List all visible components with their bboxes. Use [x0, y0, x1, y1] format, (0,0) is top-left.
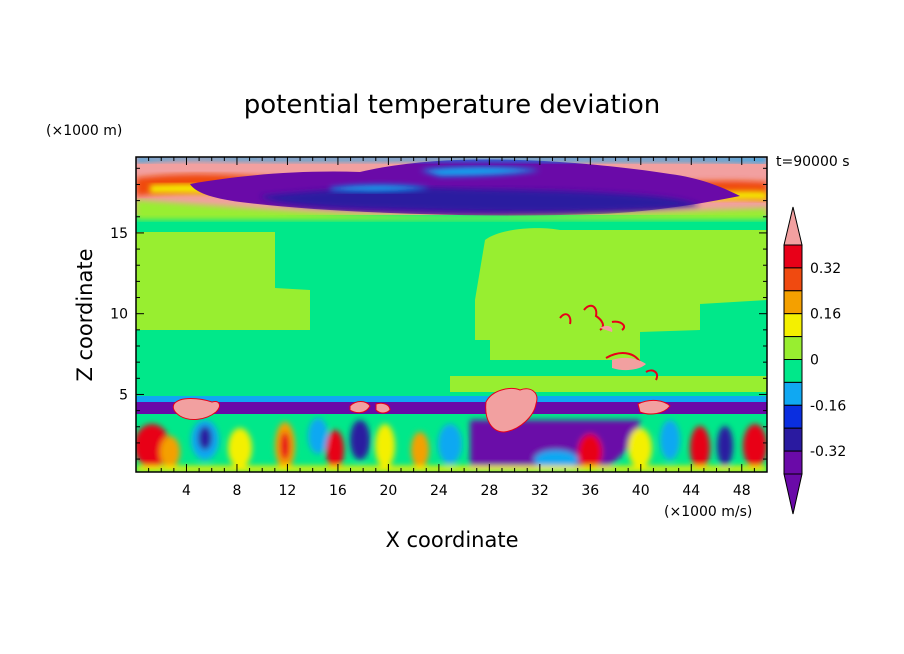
colorbar-swatch — [783, 359, 803, 383]
lower-cell-red-5 — [690, 426, 710, 470]
lower-cell-orange-3 — [411, 432, 429, 468]
colorbar-swatch — [783, 267, 803, 292]
colorbar-label: 0.16 — [810, 307, 841, 323]
lower-cell-red-2 — [280, 432, 290, 460]
y-axis-unit: (×1000 m) — [46, 123, 122, 139]
x-tick-label: 48 — [733, 483, 751, 499]
mid-green-lower — [450, 376, 767, 392]
y-tick-label: 15 — [110, 226, 128, 242]
lower-cell-navy-3 — [717, 426, 733, 466]
y-tick-label: 5 — [119, 387, 128, 403]
colorbar-extend-top — [783, 206, 803, 246]
inversion-purple — [136, 402, 767, 414]
x-axis: 4 8 12 16 20 24 28 32 36 40 44 48 — [148, 157, 755, 499]
colorbar-swatch — [783, 404, 803, 429]
lower-cell-yellow-2 — [375, 424, 395, 468]
colorbar-swatch — [783, 450, 803, 475]
mid-green-right — [475, 228, 767, 360]
lower-cell-blue-2 — [308, 418, 328, 454]
lower-cell-red-6 — [743, 424, 767, 468]
y-axis-title: Z coordinate — [73, 248, 97, 381]
thermal-pink-3 — [637, 399, 671, 415]
lower-cell-blue-5 — [660, 420, 680, 460]
mid-green-left — [136, 232, 310, 330]
colorbar-label: -0.32 — [810, 444, 846, 460]
lower-cell-navy-2 — [350, 420, 370, 460]
upper-band-navy — [260, 187, 700, 212]
upper-band-blue-streaks — [330, 167, 540, 192]
plot-area — [135, 156, 768, 473]
colorbar-swatch — [783, 336, 803, 361]
x-tick-label: 36 — [581, 483, 599, 499]
thermal-pink-4 — [349, 401, 391, 414]
x-tick-label: 20 — [379, 483, 397, 499]
colorbar-label: 0.32 — [810, 261, 841, 277]
x-tick-label: 4 — [182, 483, 191, 499]
mid-pink-specks — [600, 325, 646, 371]
colorbar-swatch — [783, 313, 803, 338]
x-tick-label: 16 — [329, 483, 347, 499]
lower-cell-blue-3 — [438, 424, 462, 464]
colorbar-label: -0.16 — [810, 398, 846, 414]
lower-cell-navy-1 — [198, 426, 212, 450]
y-tick-label: 10 — [110, 307, 128, 323]
lower-cell-yellow-1 — [228, 428, 252, 468]
x-tick-label: 8 — [232, 483, 241, 499]
y-axis: 5 10 15 — [110, 167, 767, 460]
colorbar-swatch — [783, 244, 803, 269]
x-tick-label: 40 — [632, 483, 650, 499]
upper-band-light-green — [136, 200, 767, 220]
colorbar: 0.32 0.16 0 -0.16 -0.32 — [783, 206, 846, 515]
lower-cell-blue-4 — [534, 450, 578, 470]
colorbar-swatch — [783, 290, 803, 315]
lower-cell-orange-1 — [160, 436, 180, 468]
x-tick-label: 32 — [531, 483, 549, 499]
x-axis-title: X coordinate — [385, 528, 518, 552]
colorbar-label: 0 — [810, 353, 819, 369]
x-tick-label: 12 — [279, 483, 297, 499]
colorbar-swatch — [783, 381, 803, 406]
x-axis-unit: (×1000 m/s) — [664, 504, 752, 520]
x-tick-label: 24 — [430, 483, 448, 499]
thermal-pink-1 — [172, 398, 220, 420]
lower-cell-red-3 — [326, 430, 344, 470]
x-tick-label: 28 — [480, 483, 498, 499]
colorbar-swatch — [783, 427, 803, 452]
lower-cell-red-4 — [578, 434, 602, 470]
x-tick-label: 44 — [682, 483, 700, 499]
lower-cell-yellow-3 — [628, 428, 652, 468]
inversion-blue — [136, 396, 767, 402]
thermal-pink-2 — [485, 388, 538, 433]
colorbar-extend-bottom — [783, 473, 803, 515]
chart-title: potential temperature deviation — [244, 90, 660, 120]
mid-red-specks — [559, 304, 658, 381]
time-label: t=90000 s — [776, 154, 850, 170]
